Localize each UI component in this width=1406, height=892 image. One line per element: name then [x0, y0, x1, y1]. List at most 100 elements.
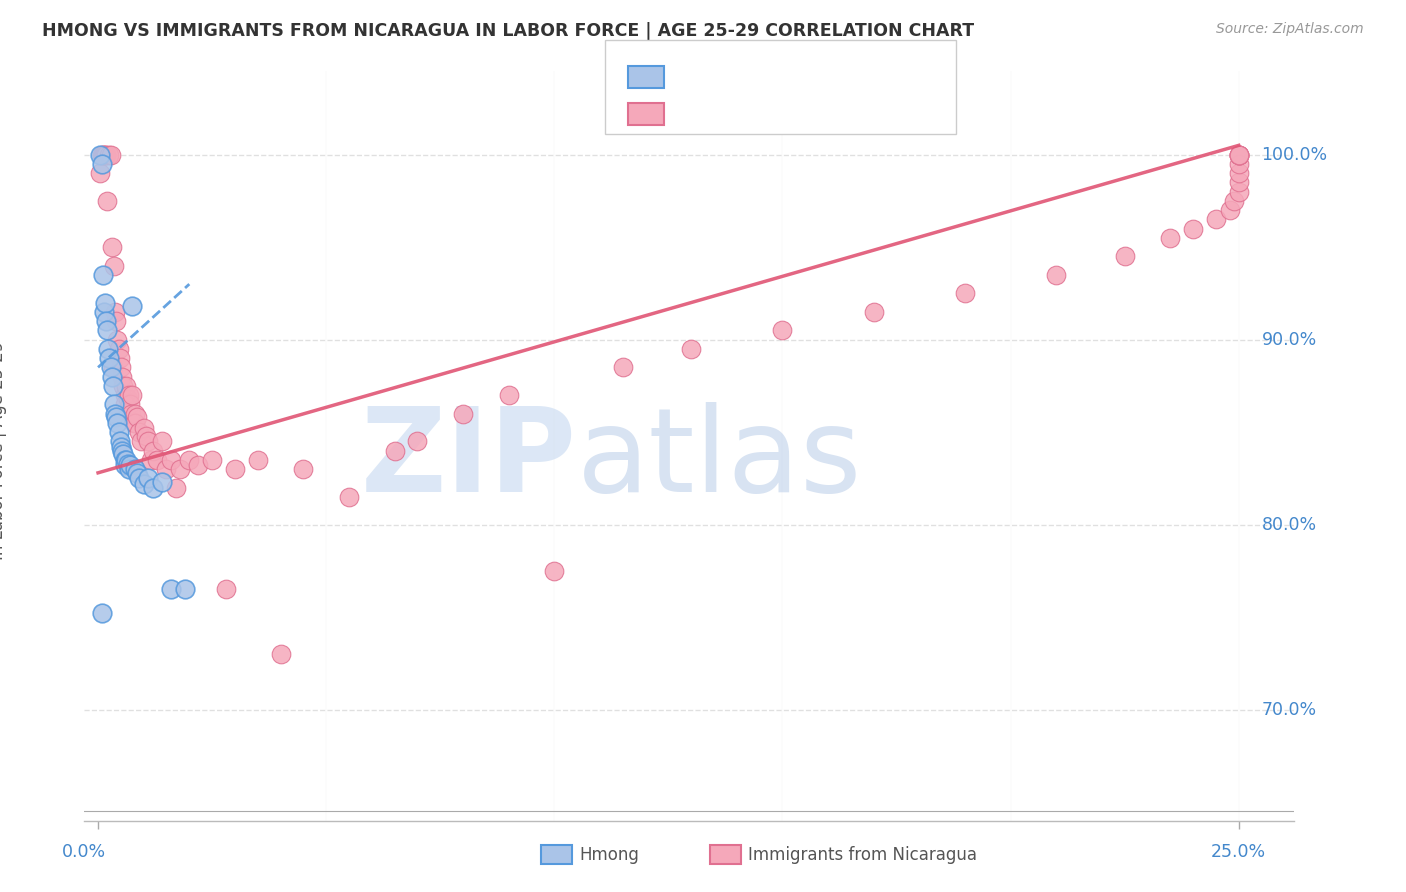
Point — [100, 240, 122, 254]
Point — [1227, 185, 1250, 199]
Point — [98, 351, 121, 365]
Point — [122, 416, 145, 430]
Point — [90, 157, 112, 171]
Text: Hmong: Hmong — [579, 846, 640, 863]
Point — [173, 582, 195, 597]
Point — [543, 564, 565, 578]
Point — [100, 360, 122, 375]
Point — [111, 369, 134, 384]
Point — [103, 259, 125, 273]
Text: 0.0%: 0.0% — [62, 843, 107, 861]
Point — [772, 323, 794, 337]
Point — [1227, 147, 1250, 161]
Text: HMONG VS IMMIGRANTS FROM NICARAGUA IN LABOR FORCE | AGE 25-29 CORRELATION CHART: HMONG VS IMMIGRANTS FROM NICARAGUA IN LA… — [42, 22, 974, 40]
Point — [406, 434, 429, 449]
Point — [146, 453, 169, 467]
Text: Source: ZipAtlas.com: Source: ZipAtlas.com — [1216, 22, 1364, 37]
Point — [139, 453, 162, 467]
Point — [98, 147, 121, 161]
Point — [100, 369, 122, 384]
Point — [150, 475, 173, 489]
Point — [96, 314, 118, 328]
Point — [1159, 231, 1181, 245]
Point — [90, 147, 112, 161]
Point — [101, 379, 124, 393]
Point — [103, 397, 125, 411]
Point — [91, 268, 114, 282]
Point — [1114, 249, 1136, 263]
Point — [142, 481, 165, 495]
Point — [114, 458, 136, 473]
Point — [160, 453, 183, 467]
Point — [96, 194, 118, 208]
Point — [124, 462, 146, 476]
Point — [128, 425, 150, 439]
Point — [107, 425, 129, 439]
Point — [125, 466, 148, 480]
Point — [89, 166, 111, 180]
Point — [121, 299, 143, 313]
Point — [1227, 147, 1250, 161]
Point — [612, 360, 634, 375]
Text: 70.0%: 70.0% — [1261, 700, 1316, 719]
Point — [1223, 194, 1246, 208]
Point — [1227, 166, 1250, 180]
Point — [215, 582, 238, 597]
Point — [94, 147, 117, 161]
Point — [112, 379, 135, 393]
Point — [1227, 147, 1250, 161]
Point — [93, 305, 115, 319]
Point — [117, 392, 139, 406]
Text: 80.0%: 80.0% — [1261, 516, 1316, 533]
Text: 25.0%: 25.0% — [1211, 843, 1267, 861]
Point — [114, 388, 136, 402]
Point — [97, 342, 120, 356]
Point — [142, 443, 165, 458]
Point — [110, 440, 132, 454]
Point — [105, 410, 128, 425]
Point — [104, 305, 127, 319]
Point — [1219, 203, 1241, 218]
Point — [115, 453, 138, 467]
Point — [135, 429, 157, 443]
Point — [150, 434, 173, 449]
Point — [270, 647, 292, 661]
Point — [94, 295, 117, 310]
Point — [120, 407, 142, 421]
Point — [292, 462, 315, 476]
Point — [132, 421, 155, 435]
Point — [179, 453, 201, 467]
Text: R = 0.421   N = 81: R = 0.421 N = 81 — [678, 105, 862, 123]
Point — [1227, 147, 1250, 161]
Point — [136, 434, 159, 449]
Point — [110, 360, 132, 375]
Point — [89, 147, 111, 161]
Point — [114, 397, 136, 411]
Point — [953, 286, 976, 301]
Point — [337, 490, 360, 504]
Point — [108, 434, 131, 449]
Point — [1227, 157, 1250, 171]
Point — [118, 397, 141, 411]
Text: 100.0%: 100.0% — [1261, 145, 1327, 163]
Point — [1227, 147, 1250, 161]
Point — [1045, 268, 1067, 282]
Point — [96, 323, 118, 337]
Point — [160, 582, 183, 597]
Point — [104, 407, 127, 421]
Point — [128, 471, 150, 485]
Point — [90, 607, 112, 621]
Point — [136, 471, 159, 485]
Text: ZIP: ZIP — [361, 402, 576, 517]
Point — [224, 462, 246, 476]
Point — [201, 453, 224, 467]
Text: In Labor Force | Age 25-29: In Labor Force | Age 25-29 — [0, 341, 7, 560]
Point — [105, 314, 128, 328]
Point — [111, 443, 134, 458]
Text: 90.0%: 90.0% — [1261, 331, 1317, 349]
Point — [107, 342, 129, 356]
Point — [155, 462, 177, 476]
Point — [93, 147, 115, 161]
Point — [105, 333, 128, 347]
Point — [246, 453, 269, 467]
